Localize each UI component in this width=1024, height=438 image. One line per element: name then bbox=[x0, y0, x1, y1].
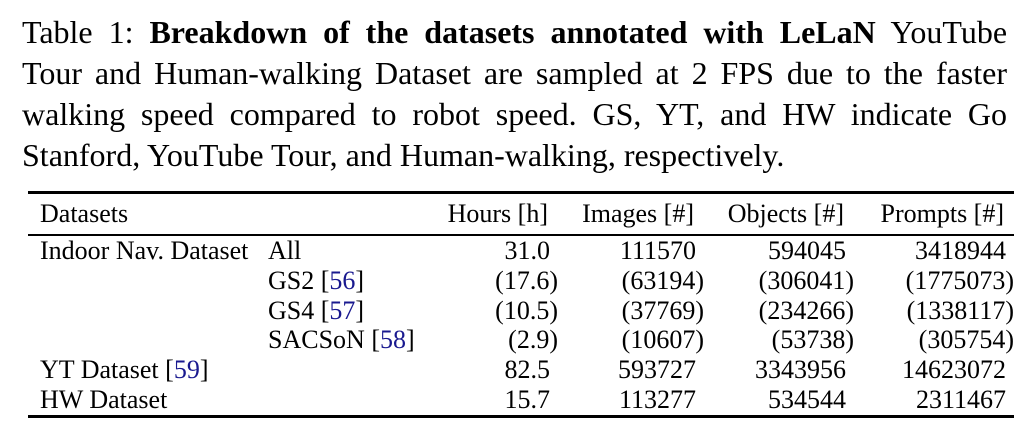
subset-label: GS4 [ bbox=[268, 295, 330, 325]
group-cell bbox=[28, 325, 268, 355]
citation-link[interactable]: 56 bbox=[329, 265, 356, 295]
caption-line-2: Tour and Human-walking Dataset are sampl… bbox=[22, 55, 1007, 91]
subset-cell bbox=[268, 385, 440, 416]
hours-value: 31.0 bbox=[504, 236, 551, 265]
subset-cell bbox=[268, 355, 440, 385]
caption-line-3: walking speed compared to robot speed. G… bbox=[22, 96, 1007, 132]
subset-label-post: ] bbox=[405, 325, 415, 355]
group-cell bbox=[28, 266, 268, 296]
group-label-post: ] bbox=[199, 355, 209, 385]
images-value: (10607) bbox=[621, 325, 704, 355]
hours-value: (17.6) bbox=[495, 265, 558, 295]
col-header-objects: Objects [#] bbox=[704, 192, 854, 236]
subset-label-post: ] bbox=[355, 295, 365, 325]
citation-link[interactable]: 59 bbox=[173, 355, 200, 385]
caption-line-1-suffix: YouTube bbox=[890, 14, 1008, 50]
caption-line-1: Table 1: Breakdown of the datasets annot… bbox=[22, 12, 1007, 53]
images-value: 113277 bbox=[618, 384, 696, 414]
subset-label: All bbox=[268, 236, 302, 265]
prompts-value: (305754) bbox=[918, 325, 1014, 355]
subset-cell: All bbox=[268, 235, 440, 266]
hours-value: 82.5 bbox=[504, 355, 551, 385]
objects-value: 3343956 bbox=[755, 355, 846, 385]
images-value: (63194) bbox=[621, 265, 704, 295]
prompts-value: (1338117) bbox=[906, 295, 1014, 325]
col-header-images: Images [#] bbox=[558, 192, 704, 236]
subset-cell: GS4 [57] bbox=[268, 296, 440, 326]
prompts-value: (1775073) bbox=[905, 265, 1014, 295]
caption-bold-title: Breakdown of the datasets annotated with… bbox=[149, 14, 876, 50]
table-row-hw: HW Dataset 15.7 113277 534544 2311467 bbox=[28, 385, 1014, 416]
hours-value: (10.5) bbox=[495, 295, 558, 325]
images-value: 111570 bbox=[619, 236, 696, 265]
table-row-yt: YT Dataset [59] 82.5 593727 3343956 1462… bbox=[28, 355, 1014, 385]
subset-label: GS2 [ bbox=[268, 265, 330, 295]
table-row-gs2: GS2 [56] (17.6) (63194) (306041) (177507… bbox=[28, 266, 1014, 296]
prompts-value: 3418944 bbox=[915, 236, 1006, 265]
group-cell: YT Dataset [59] bbox=[28, 355, 268, 385]
table-header-row: Datasets Hours [h] Images [#] Objects [#… bbox=[28, 192, 1014, 236]
group-cell: Indoor Nav. Dataset bbox=[28, 235, 268, 266]
table-caption: Table 1: Breakdown of the datasets annot… bbox=[22, 12, 1007, 176]
hours-value: 15.7 bbox=[504, 384, 551, 414]
objects-value: 534544 bbox=[768, 384, 846, 414]
group-label: HW Dataset bbox=[40, 384, 168, 414]
caption-line-4: Stanford, YouTube Tour, and Human-walkin… bbox=[22, 137, 785, 173]
caption-table-number: Table 1: bbox=[22, 14, 134, 50]
subset-label-post: ] bbox=[355, 265, 365, 295]
subset-label: SACSoN [ bbox=[268, 325, 380, 355]
group-cell: HW Dataset bbox=[28, 385, 268, 416]
images-value: (37769) bbox=[621, 295, 704, 325]
objects-value: 594045 bbox=[768, 236, 846, 265]
images-value: 593727 bbox=[618, 355, 696, 385]
table-row-indoor-all: Indoor Nav. Dataset All 31.0 111570 5940… bbox=[28, 235, 1014, 266]
subset-cell: SACSoN [58] bbox=[268, 325, 440, 355]
group-label: Indoor Nav. Dataset bbox=[40, 236, 249, 265]
table-row-sacson: SACSoN [58] (2.9) (10607) (53738) (30575… bbox=[28, 325, 1014, 355]
objects-value: (234266) bbox=[758, 295, 854, 325]
hours-value: (2.9) bbox=[508, 325, 558, 355]
subset-cell: GS2 [56] bbox=[268, 266, 440, 296]
group-label: YT Dataset [ bbox=[40, 355, 174, 385]
prompts-value: 2311467 bbox=[915, 384, 1006, 414]
objects-value: (53738) bbox=[771, 325, 854, 355]
col-header-datasets: Datasets bbox=[28, 192, 440, 236]
table-row-gs4: GS4 [57] (10.5) (37769) (234266) (133811… bbox=[28, 296, 1014, 326]
col-header-prompts: Prompts [#] bbox=[854, 192, 1014, 236]
objects-value: (306041) bbox=[758, 265, 854, 295]
citation-link[interactable]: 57 bbox=[329, 295, 356, 325]
prompts-value: 14623072 bbox=[902, 355, 1006, 385]
col-header-hours: Hours [h] bbox=[440, 192, 558, 236]
datasets-table: Datasets Hours [h] Images [#] Objects [#… bbox=[28, 191, 1014, 418]
citation-link[interactable]: 58 bbox=[379, 325, 406, 355]
group-cell bbox=[28, 296, 268, 326]
